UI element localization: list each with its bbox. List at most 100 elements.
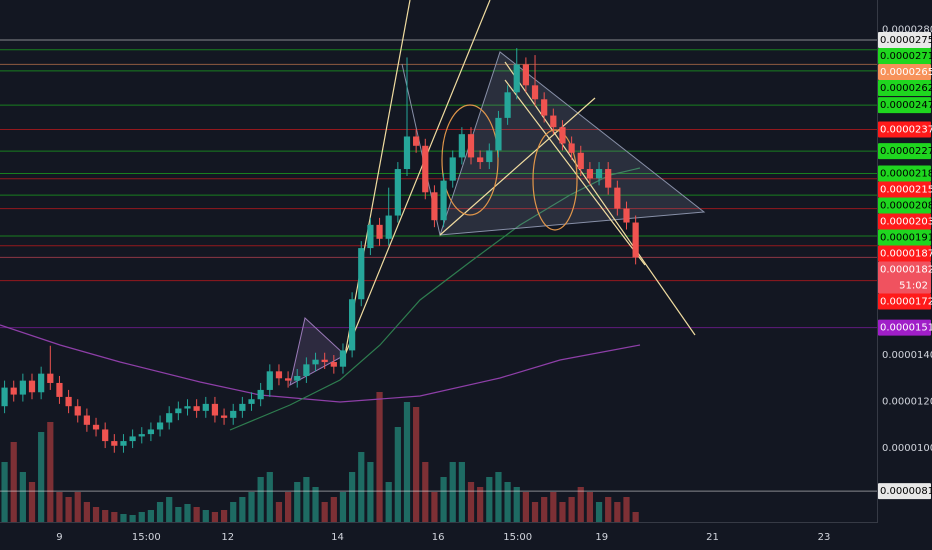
candle-body: [614, 187, 621, 209]
volume-bar: [294, 482, 301, 522]
price-tag: [878, 63, 931, 80]
x-tick-label: 16: [432, 532, 445, 543]
price-tag-label: 0.00002755: [880, 35, 932, 46]
volume-bar: [220, 510, 228, 522]
volume-bar: [458, 462, 465, 522]
candle-body: [403, 136, 411, 170]
countdown: 51:02: [899, 280, 928, 291]
candle-body: [477, 157, 484, 163]
y-tick-label: 0.00001400: [882, 350, 932, 361]
candle-body: [266, 371, 273, 390]
candle-body: [312, 359, 319, 365]
candle-body: [632, 222, 639, 258]
candle-body: [586, 169, 594, 179]
volume-bar: [266, 472, 273, 522]
volume-bar: [495, 472, 502, 522]
candle-body: [349, 299, 356, 351]
volume-bar: [577, 487, 584, 522]
candle-body: [413, 136, 420, 146]
y-tick-label: 0.00001200: [882, 397, 932, 408]
volume-bar: [568, 497, 575, 522]
candle-body: [220, 415, 228, 418]
candle-body: [321, 359, 328, 363]
candle-body: [559, 127, 566, 144]
candle-body: [28, 380, 36, 393]
volume-bar: [467, 482, 475, 522]
volume-bar: [28, 482, 36, 522]
candle-body: [257, 389, 264, 400]
price-tag: [878, 213, 931, 230]
y-tick-label: 0.00002800: [882, 25, 932, 36]
candle-body: [376, 224, 383, 239]
candle-body: [358, 248, 365, 300]
trend-line: [504, 61, 696, 336]
volume-bar: [367, 462, 374, 522]
price-tag: [878, 79, 931, 96]
candle-body: [605, 169, 612, 188]
candle-body: [385, 215, 392, 239]
volume-bar: [111, 512, 118, 522]
volume-bar: [211, 512, 219, 522]
candle-body: [38, 373, 45, 393]
candle-body: [184, 406, 191, 409]
x-tick-label: 21: [706, 532, 719, 543]
candle-body: [467, 134, 475, 158]
candle-body: [275, 371, 283, 379]
price-tag-label: 0.00002181: [880, 168, 932, 179]
x-tick-label: 15:00: [503, 532, 532, 543]
candle-body: [47, 373, 54, 383]
candle-body: [522, 64, 529, 86]
volume-bar: [413, 407, 420, 522]
candle-body: [568, 143, 575, 153]
volume-bar: [504, 482, 511, 522]
candle-body: [303, 364, 310, 376]
volume-bar: [595, 502, 603, 522]
candle-body: [166, 413, 173, 423]
candle-body: [248, 399, 255, 404]
candle-body: [577, 152, 584, 170]
volume-bar: [403, 402, 411, 522]
ellipse-drawing: [441, 104, 499, 216]
volume-bar: [239, 497, 246, 522]
candle-body: [65, 396, 72, 407]
price-tag: [878, 319, 931, 336]
volume-bar: [175, 507, 182, 522]
candle-body: [156, 422, 164, 430]
price-tag-label: 0.00000815: [880, 486, 932, 497]
candle-body: [449, 157, 456, 181]
volume-bar: [284, 492, 292, 522]
volume-bar: [394, 427, 401, 522]
price-tag: [878, 143, 931, 160]
volume-bar: [38, 432, 45, 522]
volume-bar: [449, 462, 456, 522]
candle-body: [486, 150, 493, 163]
volume-bar: [156, 502, 164, 522]
volume-bar: [605, 497, 612, 522]
volume-bar: [349, 472, 356, 522]
candle-body: [623, 208, 630, 223]
volume-bar: [74, 492, 81, 522]
x-tick-label: 23: [818, 532, 831, 543]
volume-bar: [257, 477, 264, 522]
candle-body: [56, 382, 63, 397]
candle-body: [175, 408, 182, 414]
price-line-layer: [0, 39, 878, 492]
volume-bar: [477, 487, 484, 522]
trend-line: [344, 0, 491, 356]
candle-body: [284, 378, 292, 381]
candle-body: [92, 424, 100, 430]
candle-body: [211, 403, 219, 416]
candle-body: [138, 434, 145, 437]
price-tag-label: 0.00002277: [880, 146, 932, 157]
volume-bar: [120, 514, 127, 522]
price-tag: [878, 483, 931, 500]
volume-bar: [422, 462, 429, 522]
volume-bar: [586, 492, 594, 522]
candle-body: [458, 134, 465, 158]
moving-average: [0, 324, 641, 403]
